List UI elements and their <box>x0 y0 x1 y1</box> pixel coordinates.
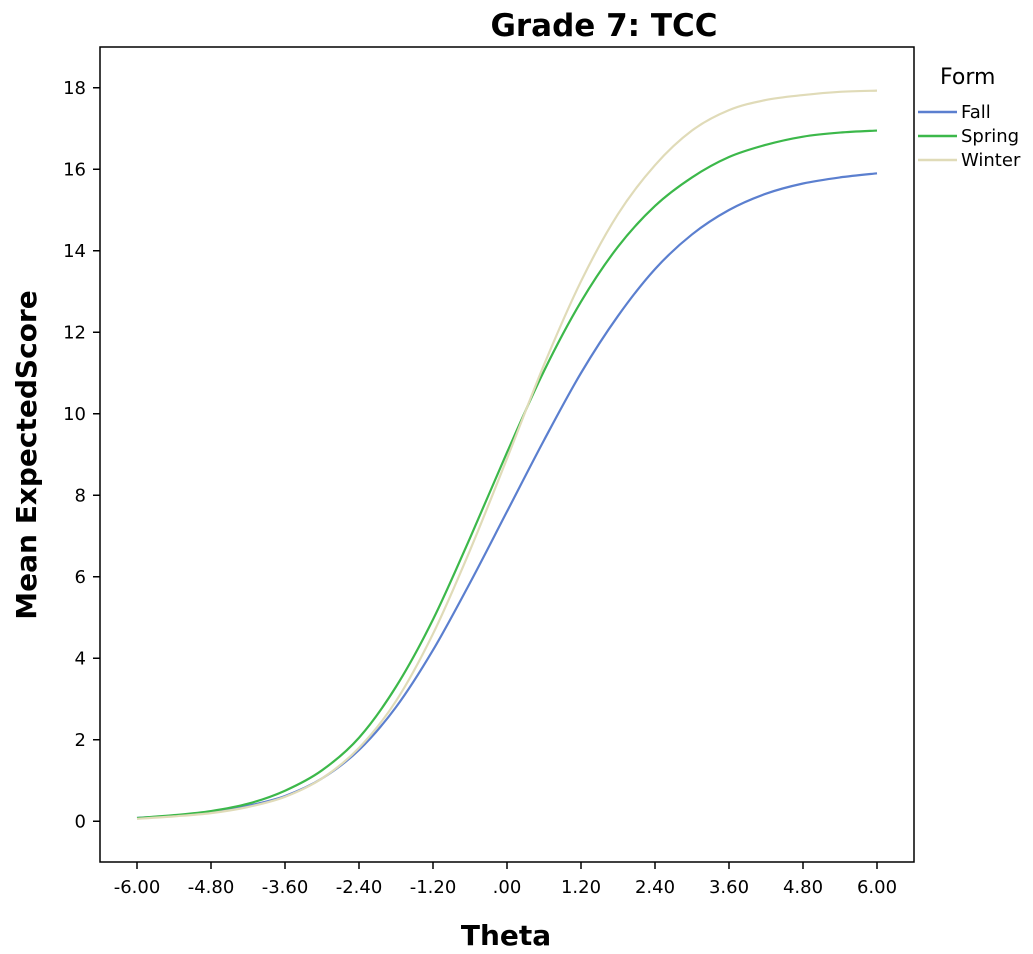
x-tick-label: -4.80 <box>188 877 235 898</box>
x-tick-label: -3.60 <box>262 877 309 898</box>
y-tick-label: 4 <box>75 648 86 669</box>
x-tick-label: -6.00 <box>114 877 161 898</box>
x-tick-label: 2.40 <box>635 877 675 898</box>
y-tick-label: 18 <box>63 78 86 99</box>
x-tick-label: 3.60 <box>709 877 749 898</box>
legend-label-fall: Fall <box>961 102 991 123</box>
y-axis-label: Mean ExpectedScore <box>10 290 43 619</box>
x-tick-label: -1.20 <box>410 877 457 898</box>
series-line-winter <box>136 89 878 820</box>
chart-title: Grade 7: TCC <box>490 8 717 44</box>
series-line-fall <box>136 172 878 820</box>
series-lines <box>136 89 878 820</box>
legend-title: Form <box>940 65 995 90</box>
y-tick-label: 12 <box>63 322 86 343</box>
x-axis-ticks: -6.00 -4.80 -3.60 -2.40 -1.20 .00 1.20 2.40 3.60… <box>114 862 897 898</box>
x-axis-label: Theta <box>461 919 551 952</box>
y-axis-ticks: 0 2 4 6 8 10 12 14 16 18 <box>63 78 100 832</box>
y-tick-label: 2 <box>75 730 86 751</box>
legend-label-spring: Spring <box>961 126 1019 147</box>
x-tick-label: -2.40 <box>336 877 383 898</box>
x-tick-label: 4.80 <box>783 877 823 898</box>
y-tick-label: 0 <box>75 811 86 832</box>
x-tick-label: 1.20 <box>561 877 601 898</box>
y-tick-label: 6 <box>75 567 86 588</box>
x-tick-label: .00 <box>493 877 522 898</box>
legend: Form Fall Spring Winter <box>918 65 1021 171</box>
series-line-spring <box>136 129 878 820</box>
y-tick-label: 14 <box>63 241 86 262</box>
y-tick-label: 16 <box>63 159 86 180</box>
legend-label-winter: Winter <box>961 150 1021 171</box>
x-tick-label: 6.00 <box>857 877 897 898</box>
y-tick-label: 8 <box>75 485 86 506</box>
y-tick-label: 10 <box>63 404 86 425</box>
